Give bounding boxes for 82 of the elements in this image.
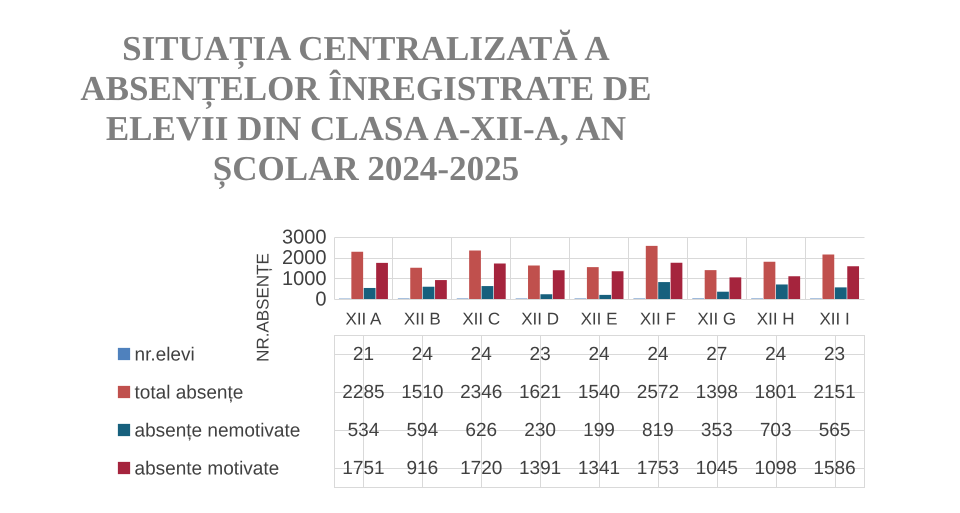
data-label: 1098 [754,458,797,479]
data-label: 2151 [813,382,856,403]
bar [364,288,376,299]
data-label: 819 [642,420,674,441]
bar [646,246,658,299]
bar [586,267,599,299]
chart-title: SITUAȚIA CENTRALIZATĂ A ABSENȚELOR ÎNREGISTRATE DE ELEVII DIN CLASA A-XII-A, AN ȘCOLAR 2024-2025 [80,29,652,189]
bar [410,268,422,299]
bar [422,286,434,299]
data-label: 2285 [342,382,385,403]
data-label: 1391 [518,458,562,479]
data-label: 1753 [636,458,680,479]
x-tick-label: XII B [404,310,441,328]
data-label: 24 [647,344,669,365]
data-label: 1801 [754,382,797,403]
data-label: 594 [406,420,439,441]
data-label: 1341 [578,458,620,479]
bar [469,250,481,299]
x-tick-label: XII I [819,310,850,328]
data-label: 24 [588,344,610,365]
bar [822,254,834,299]
data-label: 703 [760,420,792,441]
bar [435,280,447,299]
x-tick-label: XII F [640,310,676,328]
bar [764,262,776,299]
bar [834,287,847,299]
bar [494,263,506,299]
x-tick-label: XII H [756,310,795,328]
data-label: 626 [465,420,498,441]
data-label: 565 [818,420,850,441]
data-label: 353 [700,420,733,441]
data-label: 534 [348,420,380,441]
data-label: 1586 [813,458,856,479]
y-tick-label: 0 [315,288,326,310]
bar [540,294,552,299]
data-label: 27 [706,344,728,365]
legend-label: total absențe [134,382,244,404]
y-tick-label: 3000 [282,226,326,248]
bar [612,271,624,299]
y-tick-label: 1000 [282,268,326,290]
y-tick-label: 2000 [282,247,326,270]
bar [704,270,716,299]
x-tick-label: XII D [521,310,560,328]
data-label: 24 [412,344,434,365]
bar [528,266,540,299]
x-tick-label: XII G [697,310,736,328]
bar [376,262,388,299]
x-tick-label: XII A [345,310,382,328]
bar [847,266,860,299]
bar [599,294,612,299]
bar [776,284,788,299]
bar [717,292,729,299]
x-tick-label: XII C [462,310,500,328]
data-label: 1510 [401,382,444,403]
bar [351,252,364,299]
bar [788,276,800,299]
data-label: 24 [765,344,787,365]
data-label: 916 [406,458,438,479]
bar [552,270,565,299]
data-label: 21 [352,344,374,365]
legend-label: absențe nemotivate [134,420,300,442]
data-label: 23 [824,344,846,365]
data-label: 2572 [636,382,680,403]
data-label: 1045 [696,458,738,479]
data-label: 1751 [342,458,385,479]
y-axis-title: NR.ABSENȚE [254,253,272,362]
data-label: 2346 [460,382,502,403]
data-label: 1621 [518,382,562,403]
legend-label: absente motivate [134,458,280,480]
data-label: 1398 [696,382,738,403]
data-label: 24 [470,344,492,365]
bar [658,282,670,299]
bar [729,277,742,299]
data-label: 1720 [460,458,502,479]
bar [482,286,494,299]
x-tick-label: XII E [580,310,618,328]
bar [670,262,682,299]
legend-label: nr.elevi [134,344,195,366]
data-label: 199 [583,420,615,441]
data-label: 230 [524,420,556,441]
data-label: 1540 [578,382,620,403]
data-label: 23 [530,344,551,365]
